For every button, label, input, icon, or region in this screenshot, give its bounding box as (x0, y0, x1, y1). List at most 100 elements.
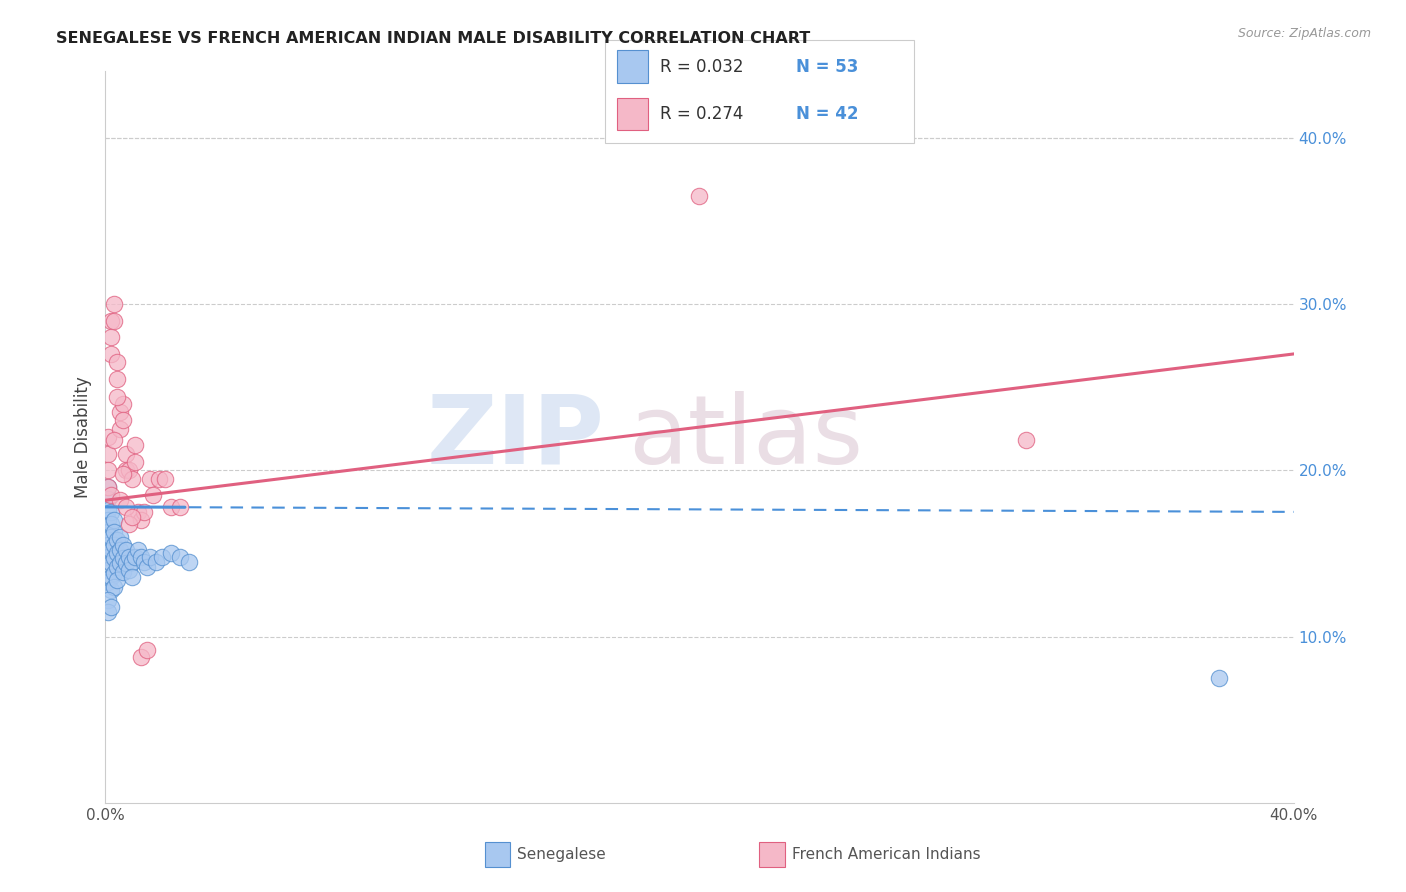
Text: N = 42: N = 42 (796, 105, 859, 123)
Text: R = 0.032: R = 0.032 (661, 58, 744, 76)
Point (124, 455, 146, 469)
Text: SENEGALESE VS FRENCH AMERICAN INDIAN MALE DISABILITY CORRELATION CHART: SENEGALESE VS FRENCH AMERICAN INDIAN MAL… (56, 31, 810, 46)
Point (169, 549, 191, 564)
Point (97, 513, 120, 527)
Point (1015, 434, 1038, 448)
Point (118, 563, 141, 577)
Point (115, 463, 138, 477)
Point (103, 538, 125, 552)
Point (105, 546, 128, 560)
Text: ZIP: ZIP (426, 391, 605, 483)
Point (121, 472, 143, 486)
Point (105, 559, 128, 574)
Point (115, 447, 138, 461)
Point (110, 557, 132, 571)
Text: atlas: atlas (628, 391, 863, 483)
Point (118, 463, 141, 477)
Point (110, 530, 132, 544)
Point (110, 543, 132, 558)
Point (121, 570, 143, 584)
Point (139, 549, 162, 564)
Point (112, 397, 135, 411)
Point (127, 543, 149, 558)
Point (112, 413, 135, 427)
Point (103, 434, 125, 448)
Point (129, 649, 152, 664)
Text: N = 53: N = 53 (796, 58, 859, 76)
Point (97, 503, 120, 517)
Point (97, 430, 120, 444)
Point (97, 463, 120, 477)
Point (150, 549, 173, 564)
Y-axis label: Male Disability: Male Disability (73, 376, 91, 498)
Point (118, 516, 141, 531)
Text: Source: ZipAtlas.com: Source: ZipAtlas.com (1237, 27, 1371, 40)
Point (145, 555, 167, 569)
Point (112, 551, 135, 566)
Point (127, 505, 149, 519)
Point (103, 566, 125, 581)
Point (100, 582, 122, 597)
Text: Senegalese: Senegalese (517, 847, 606, 862)
Point (97, 538, 120, 552)
Point (103, 297, 125, 311)
Point (97, 574, 120, 589)
Point (118, 549, 141, 564)
Point (112, 467, 135, 481)
Point (1208, 671, 1230, 685)
Point (115, 557, 138, 571)
Point (103, 551, 125, 566)
Point (124, 438, 146, 452)
Point (100, 599, 122, 614)
Point (136, 559, 159, 574)
Point (142, 488, 165, 502)
Text: R = 0.274: R = 0.274 (661, 105, 744, 123)
Point (100, 505, 122, 519)
Point (100, 330, 122, 344)
Bar (617, 50, 648, 83)
Point (103, 314, 125, 328)
Point (100, 570, 122, 584)
Point (97, 593, 120, 607)
Point (100, 516, 122, 531)
Point (112, 565, 135, 579)
Point (97, 524, 120, 539)
Point (169, 500, 191, 514)
Point (129, 549, 152, 564)
Bar (617, 97, 648, 130)
Point (177, 555, 200, 569)
Point (100, 530, 122, 544)
Point (105, 355, 128, 369)
Text: French American Indians: French American Indians (792, 847, 980, 862)
Point (132, 555, 155, 569)
Point (110, 405, 132, 419)
Point (97, 605, 120, 619)
Point (100, 347, 122, 361)
Point (689, 189, 711, 203)
Point (110, 493, 132, 508)
Point (115, 543, 138, 558)
Point (97, 563, 120, 577)
Point (115, 500, 138, 514)
Point (139, 472, 162, 486)
Point (105, 573, 128, 587)
Point (110, 422, 132, 436)
Point (159, 546, 181, 560)
Point (136, 643, 159, 657)
Point (159, 500, 181, 514)
Point (103, 580, 125, 594)
FancyBboxPatch shape (605, 40, 914, 143)
Point (97, 549, 120, 564)
Point (100, 488, 122, 502)
Point (97, 480, 120, 494)
Point (121, 555, 143, 569)
Point (124, 549, 146, 564)
Point (97, 480, 120, 494)
Point (112, 538, 135, 552)
Point (97, 491, 120, 506)
Point (132, 505, 155, 519)
Point (100, 314, 122, 328)
Point (100, 557, 122, 571)
Point (100, 543, 122, 558)
Point (105, 372, 128, 386)
